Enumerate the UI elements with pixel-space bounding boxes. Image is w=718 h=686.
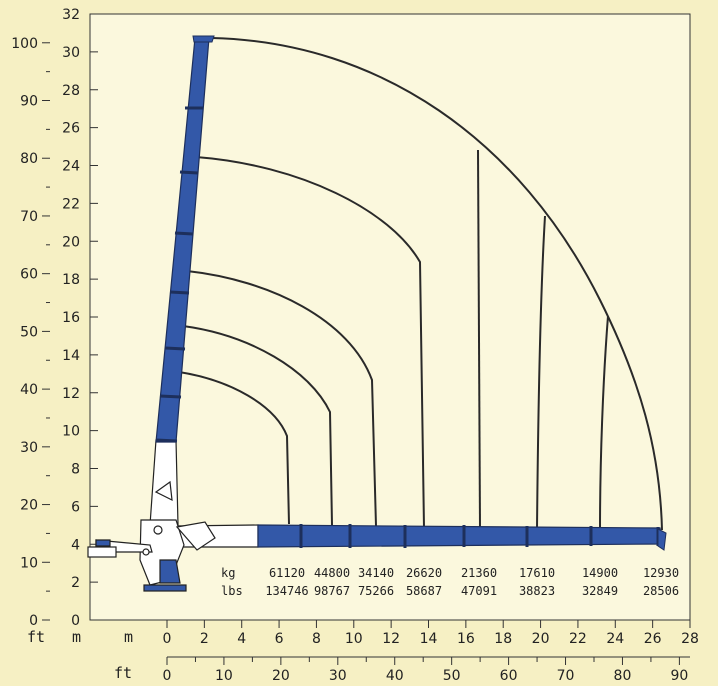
ft-left-tick-label: 10 xyxy=(20,555,38,571)
ft-left-tick-label: 100 xyxy=(11,36,38,52)
ft-bottom-tick-label: 50 xyxy=(443,668,461,684)
m-bottom-tick-label: 2 xyxy=(200,631,209,647)
m-left-tick-label: 8 xyxy=(71,462,80,478)
load-lbs-value: 58687 xyxy=(406,584,442,598)
ft-bottom-tick-label: 90 xyxy=(670,668,688,684)
m-left-tick-label: 32 xyxy=(62,7,80,23)
m-left-tick-label: 20 xyxy=(62,234,80,250)
load-lbs-value: 32849 xyxy=(582,584,618,598)
m-left-tick-label: 28 xyxy=(62,83,80,99)
load-lbs-values: 134746 98767 75266 58687 47091 38823 32849 2850… xyxy=(265,584,679,598)
m-left-tick-label: 18 xyxy=(62,272,80,288)
ft-unit-label-bottom: ft xyxy=(114,664,132,682)
ft-bottom-tick-label: 70 xyxy=(557,668,575,684)
lbs-label: lbs xyxy=(221,584,243,598)
ft-left-tick-label: 90 xyxy=(20,94,38,110)
load-kg-value: 17610 xyxy=(519,566,555,580)
load-kg-value: 34140 xyxy=(358,566,394,580)
ft-left-tick-label: 50 xyxy=(20,324,38,340)
m-left-tick-label: 2 xyxy=(71,575,80,591)
line-20m xyxy=(477,149,481,529)
ft-left-tick-label: 30 xyxy=(20,440,38,456)
load-kg-value: 12930 xyxy=(643,566,679,580)
load-kg-value: 61120 xyxy=(269,566,305,580)
curve-24m xyxy=(195,156,425,529)
m-bottom-tick-label: 20 xyxy=(532,631,550,647)
crane-base xyxy=(87,480,216,592)
ft-left-tick-label: 40 xyxy=(20,382,38,398)
outer-envelope-curve xyxy=(211,37,663,531)
load-lbs-value: 47091 xyxy=(461,584,497,598)
curve-18m xyxy=(186,270,377,527)
m-bottom-tick-label: 8 xyxy=(312,631,321,647)
m-bottom-tick-label: 10 xyxy=(345,631,363,647)
m-bottom-tick-label: 26 xyxy=(644,631,662,647)
ft-bottom-tick-label: 40 xyxy=(386,668,404,684)
load-lbs-value: 75266 xyxy=(358,584,394,598)
ft-left-axis: 0 10 20 30 40 50 60 70 80 90 100 xyxy=(11,36,50,629)
ft-unit-label: ft xyxy=(27,628,45,646)
ft-bottom-tick-label: 10 xyxy=(215,668,233,684)
load-lbs-value: 98767 xyxy=(314,584,350,598)
load-lbs-value: 38823 xyxy=(519,584,555,598)
m-left-tick-label: 24 xyxy=(62,159,80,175)
m-bottom-tick-label: 24 xyxy=(606,631,624,647)
m-unit-label-left: m xyxy=(72,628,81,646)
curve-15m xyxy=(182,325,333,526)
ft-bottom-tick-label: 80 xyxy=(614,668,632,684)
m-left-tick-label: 14 xyxy=(62,348,80,364)
m-left-tick-label: 10 xyxy=(62,424,80,440)
m-bottom-tick-label: 22 xyxy=(569,631,587,647)
m-left-tick-label: 4 xyxy=(71,537,80,553)
ft-left-tick-label: 60 xyxy=(20,267,38,283)
ft-bottom-axis: 0 10 20 30 40 50 60 70 80 90 xyxy=(163,656,690,684)
m-bottom-tick-label: 4 xyxy=(237,631,246,647)
m-left-tick-label: 26 xyxy=(62,121,80,137)
ft-left-tick-label: 70 xyxy=(20,209,38,225)
m-bottom-tick-label: 28 xyxy=(681,631,699,647)
m-bottom-tick-label: 18 xyxy=(494,631,512,647)
kg-label: kg xyxy=(221,566,235,580)
load-kg-value: 44800 xyxy=(314,566,350,580)
load-kg-values: 61120 44800 34140 26620 21360 17610 14900 12930 xyxy=(269,566,679,580)
load-kg-value: 26620 xyxy=(406,566,442,580)
vertical-boom xyxy=(149,35,215,526)
m-left-tick-label: 30 xyxy=(62,45,80,61)
m-left-tick-label: 22 xyxy=(62,196,80,212)
m-bottom-tick-label: 6 xyxy=(275,631,284,647)
ft-left-tick-label: 0 xyxy=(29,613,38,629)
m-left-tick-label: 12 xyxy=(62,386,80,402)
ft-bottom-tick-label: 0 xyxy=(163,668,172,684)
m-left-tick-label: 0 xyxy=(71,613,80,629)
ft-bottom-tick-label: 20 xyxy=(272,668,290,684)
load-lbs-value: 28506 xyxy=(643,584,679,598)
m-bottom-tick-label: 12 xyxy=(382,631,400,647)
m-bottom-axis: 0 2 4 6 8 10 12 14 16 18 20 22 24 26 28 xyxy=(163,620,699,647)
curve-13m xyxy=(178,371,290,525)
line-24m xyxy=(536,215,546,531)
ft-bottom-tick-label: 30 xyxy=(329,668,347,684)
m-bottom-tick-label: 14 xyxy=(420,631,438,647)
ft-left-tick-label: 20 xyxy=(20,498,38,514)
m-bottom-tick-label: 16 xyxy=(457,631,475,647)
m-unit-label-bottom: m xyxy=(124,628,133,646)
ft-left-tick-label: 80 xyxy=(20,151,38,167)
m-left-tick-label: 16 xyxy=(62,310,80,326)
m-left-tick-label: 6 xyxy=(71,499,80,515)
load-kg-value: 14900 xyxy=(582,566,618,580)
load-kg-value: 21360 xyxy=(461,566,497,580)
load-curves xyxy=(178,37,663,531)
m-bottom-tick-label: 0 xyxy=(163,631,172,647)
ft-bottom-tick-label: 60 xyxy=(500,668,518,684)
line-27m xyxy=(599,315,609,531)
load-lbs-value: 134746 xyxy=(265,584,308,598)
